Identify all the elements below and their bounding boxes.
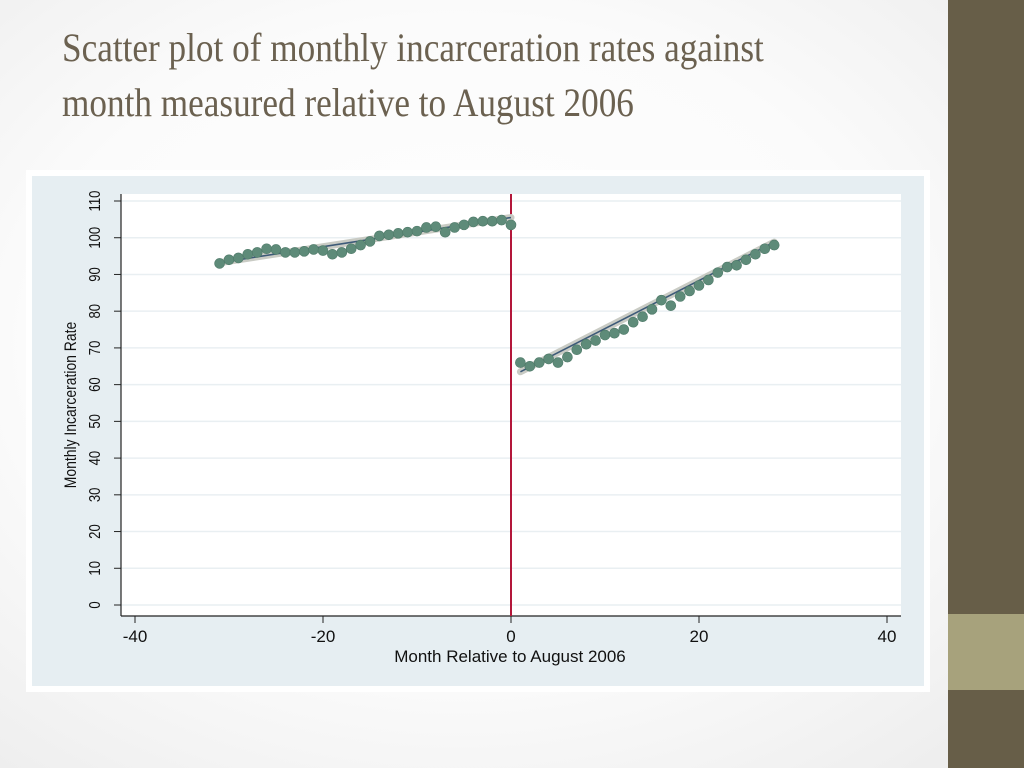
data-point <box>580 338 592 350</box>
data-point <box>458 219 470 231</box>
x-tick-label: 0 <box>506 627 515 646</box>
tick-labels: 0 10 20 30 40 50 60 70 80 90 100 110 -40 -20 0 20 40 <box>87 191 897 646</box>
y-tick-label: 110 <box>87 191 104 212</box>
data-point <box>355 239 366 251</box>
y-tick-label: 10 <box>87 561 104 576</box>
y-tick-label: 60 <box>87 377 104 392</box>
data-point <box>298 246 310 257</box>
data-point <box>486 215 498 227</box>
y-tick-label: 80 <box>87 304 104 319</box>
data-point <box>411 225 423 237</box>
data-point <box>223 254 235 266</box>
x-tick-label: 40 <box>878 627 897 646</box>
data-points <box>214 214 780 372</box>
data-point <box>712 267 724 278</box>
data-point <box>496 214 507 226</box>
data-point <box>768 239 780 251</box>
data-point <box>374 230 385 242</box>
x-tick-label: 20 <box>690 627 709 646</box>
data-point <box>477 215 489 227</box>
data-point <box>524 360 536 372</box>
data-point <box>449 222 460 233</box>
y-axis-label: Monthly Incarceration Rate <box>62 322 81 488</box>
data-point <box>327 248 338 260</box>
y-tick-label: 70 <box>87 341 104 356</box>
x-tick-label: -40 <box>123 627 148 646</box>
data-point <box>421 222 432 233</box>
data-point <box>345 243 357 255</box>
y-tick-label: 100 <box>87 227 104 249</box>
data-point <box>656 294 667 306</box>
data-point <box>562 351 573 363</box>
data-point <box>308 244 319 255</box>
data-point <box>646 304 658 315</box>
data-point <box>750 248 761 260</box>
data-point <box>515 357 526 368</box>
data-point <box>618 324 630 335</box>
data-point <box>317 245 329 256</box>
data-point <box>233 252 244 264</box>
data-point <box>693 280 705 291</box>
data-point <box>251 247 263 258</box>
data-point <box>740 254 752 266</box>
data-point <box>552 357 564 368</box>
data-point <box>665 300 677 311</box>
data-point <box>242 248 254 260</box>
data-point <box>439 226 451 238</box>
slide-title: Scatter plot of monthly incarceration ra… <box>62 25 764 125</box>
data-point <box>430 221 442 233</box>
data-point <box>721 261 733 273</box>
data-point <box>599 329 611 341</box>
data-point <box>533 357 545 368</box>
data-point <box>571 344 583 356</box>
scatter-chart: 0 10 20 30 40 50 60 70 80 90 100 110 -40 -20 0 20 40 Mon… <box>32 176 924 686</box>
x-axis-label: Month Relative to August 2006 <box>394 647 626 666</box>
data-point <box>627 316 639 328</box>
data-point <box>214 258 225 269</box>
data-point <box>543 353 554 365</box>
y-tick-label: 30 <box>87 488 104 503</box>
data-point <box>674 291 686 302</box>
y-tick-label: 50 <box>87 414 104 429</box>
data-point <box>392 228 404 239</box>
y-tick-label: 90 <box>87 267 104 282</box>
data-point <box>261 243 272 255</box>
data-point <box>364 236 376 247</box>
data-point <box>280 247 291 258</box>
data-point <box>731 259 742 271</box>
data-point <box>684 285 695 297</box>
data-point <box>637 311 648 322</box>
data-point <box>468 216 479 228</box>
data-point <box>383 229 395 241</box>
data-point <box>590 335 601 346</box>
sidebar-accent <box>948 614 1024 690</box>
data-point <box>759 243 771 255</box>
data-point <box>609 327 620 339</box>
data-point <box>270 244 282 255</box>
data-point <box>505 219 517 231</box>
data-point <box>336 247 348 258</box>
data-point <box>289 247 301 258</box>
y-tick-label: 0 <box>87 601 104 608</box>
y-tick-label: 20 <box>87 524 104 539</box>
x-tick-label: -20 <box>311 627 336 646</box>
data-point <box>703 274 714 286</box>
data-point <box>402 226 413 238</box>
y-tick-label: 40 <box>87 451 104 466</box>
